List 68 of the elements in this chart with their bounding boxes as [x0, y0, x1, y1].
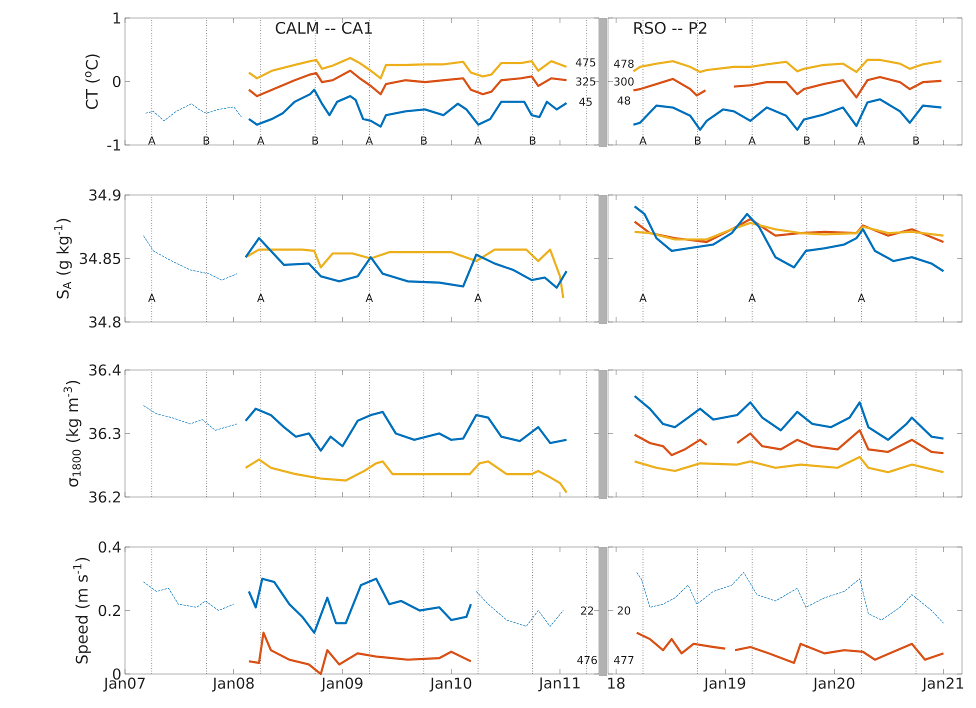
annotation: B [204, 136, 210, 145]
line-series [248, 632, 472, 676]
x-tick-label: 18 [608, 678, 625, 689]
annotation: A [366, 136, 373, 145]
chart-title: RSO -- P2 [634, 22, 706, 34]
annotation: 325 [576, 77, 596, 86]
annotation: A [639, 294, 647, 302]
line-series [248, 578, 472, 634]
line-series [244, 237, 568, 289]
y-tick-label: 36.2 [89, 491, 120, 503]
annotation: A [148, 294, 156, 302]
annotation: A [474, 294, 482, 302]
line-series [143, 405, 238, 431]
annotation: A [257, 294, 264, 302]
line-series [248, 70, 568, 98]
chart-title: CALM -- CA1 [276, 22, 372, 34]
y-tick-label: 0.2 [98, 604, 120, 616]
y-tick-label: 0 [112, 76, 120, 88]
x-tick-label: Jan08 [212, 678, 254, 692]
y-axis-title: CT ($^{o}$C) [85, 54, 100, 110]
annotation: 22 [580, 606, 594, 615]
y-tick-label: 36.4 [89, 364, 121, 376]
x-tick-label: Jan07 [103, 678, 145, 692]
x-tick-label: Jan09 [320, 678, 362, 692]
y-tick-label: 1 [114, 12, 120, 24]
annotation: A [257, 136, 264, 145]
annotation: A [858, 294, 866, 302]
annotation: 476 [577, 656, 597, 664]
annotation: 20 [618, 606, 630, 615]
annotation: B [312, 136, 318, 145]
y-axis-title: S$_{A}$ (g kg$^{-1}$) [54, 218, 72, 298]
annotation: 300 [614, 77, 634, 86]
y-tick-label: 36.3 [89, 428, 120, 440]
annotation: 48 [617, 96, 630, 105]
annotation: 45 [579, 98, 592, 106]
annotation: A [639, 136, 647, 145]
y-axis-title: σ$_{1800}$ (kg m$^{-3}$) [64, 380, 82, 487]
annotation: A [748, 136, 756, 145]
annotation: 475 [576, 58, 596, 67]
line-series [248, 88, 568, 128]
annotation: B [530, 136, 536, 145]
x-tick-label: Jan11 [538, 678, 580, 692]
annotation: B [913, 136, 920, 145]
line-series [145, 103, 242, 122]
line-series [248, 56, 568, 80]
x-tick-label: Jan20 [812, 678, 854, 692]
line-series [143, 235, 238, 280]
annotation: 477 [614, 656, 634, 664]
x-tick-label: Jan19 [703, 678, 746, 692]
annotation: B [804, 136, 810, 145]
y-tick-label: 34.85 [80, 252, 120, 264]
annotation: B [421, 136, 427, 145]
annotation: A [366, 294, 373, 302]
x-tick-label: Jan10 [429, 678, 472, 692]
annotation: A [748, 294, 756, 302]
y-tick-label: 34.9 [89, 189, 120, 201]
annotation: A [148, 136, 156, 145]
annotation: 478 [614, 60, 634, 68]
annotation: A [474, 136, 482, 145]
annotation: A [858, 136, 866, 145]
x-tick-label: Jan21 [922, 678, 964, 692]
y-tick-label: 0.4 [98, 541, 121, 553]
y-tick-label: 0 [112, 668, 120, 680]
annotation: B [695, 136, 701, 145]
y-axis-title: Speed (m s$^{-1}$) [73, 558, 91, 664]
y-tick-label: 34.8 [89, 316, 120, 328]
y-tick-label: -1 [107, 140, 120, 150]
line-series [244, 408, 568, 452]
